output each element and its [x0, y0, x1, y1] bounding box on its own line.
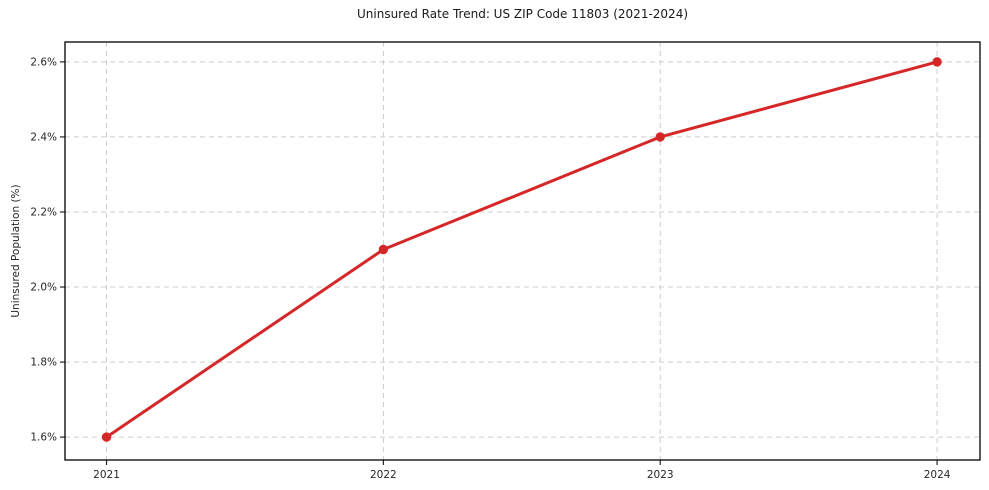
y-tick-label: 1.6%: [30, 432, 57, 444]
x-tick-label: 2024: [924, 469, 951, 481]
chart-title: Uninsured Rate Trend: US ZIP Code 11803 …: [356, 7, 689, 21]
y-tick-label: 2.0%: [30, 282, 57, 294]
x-tick-label: 2023: [647, 469, 674, 481]
x-tick-label: 2021: [93, 469, 120, 481]
data-point-2023: [655, 132, 665, 142]
y-tick-label: 2.6%: [30, 56, 57, 68]
trend-line: [105, 60, 939, 439]
data-point-2021: [101, 432, 112, 442]
plot-border: [64, 41, 981, 461]
y-tick-label: 1.8%: [30, 357, 57, 369]
y-tick-label: 2.4%: [30, 131, 57, 143]
data-point-2022: [378, 244, 389, 255]
x-tick-label: 2022: [370, 469, 397, 481]
y-tick-label: 2.2%: [30, 206, 57, 218]
data-point-2024: [932, 57, 942, 67]
